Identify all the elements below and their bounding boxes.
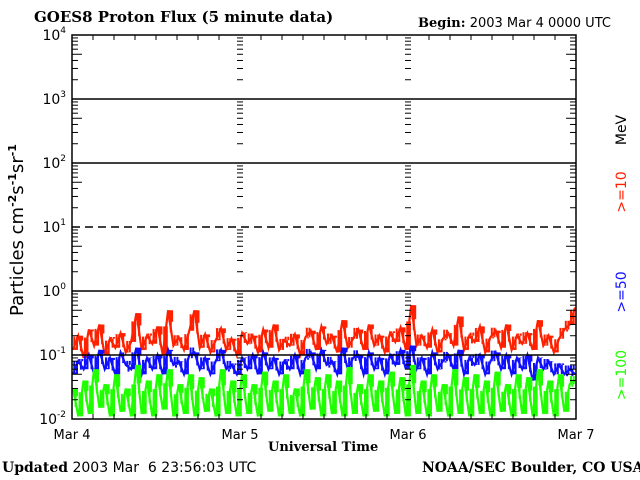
x-tick-label: Mar 4 [54, 428, 91, 443]
y-tick-label: 102 [42, 154, 66, 172]
y-tick-label: 100 [42, 282, 66, 300]
x-tick-label: Mar 6 [390, 428, 427, 443]
begin-label: Begin: [418, 16, 466, 31]
y-tick-label: 10-2 [39, 410, 66, 428]
begin-value: 2003 Mar 4 0000 UTC [469, 16, 611, 31]
y-tick-label: 10-1 [39, 346, 66, 364]
legend-unit: MeV [614, 114, 630, 145]
legend-label: >=100 [614, 350, 630, 400]
updated-value: 2003 Mar 6 23:56:03 UTC [72, 460, 257, 476]
chart-title: GOES8 Proton Flux (5 minute data) [34, 8, 334, 26]
x-tick-label: Mar 7 [558, 428, 595, 443]
updated-label: Updated [2, 460, 69, 476]
legend-label: >=50 [614, 271, 630, 312]
x-axis-label: Universal Time [268, 440, 379, 455]
y-tick-label: 104 [42, 26, 66, 44]
y-tick-label: 103 [42, 90, 66, 108]
y-tick-label: 101 [42, 218, 66, 236]
y-axis-label: Particles cm-2s-1sr-1 [6, 144, 28, 316]
series-2 [71, 364, 576, 417]
credit: NOAA/SEC Boulder, CO USA [422, 460, 640, 476]
legend-label: >=10 [614, 171, 630, 212]
x-tick-label: Mar 5 [222, 428, 259, 443]
series-0 [71, 305, 577, 360]
updated-time: Updated 2003 Mar 6 23:56:03 UTC [2, 460, 256, 476]
begin-time: Begin: 2003 Mar 4 0000 UTC [418, 16, 611, 31]
